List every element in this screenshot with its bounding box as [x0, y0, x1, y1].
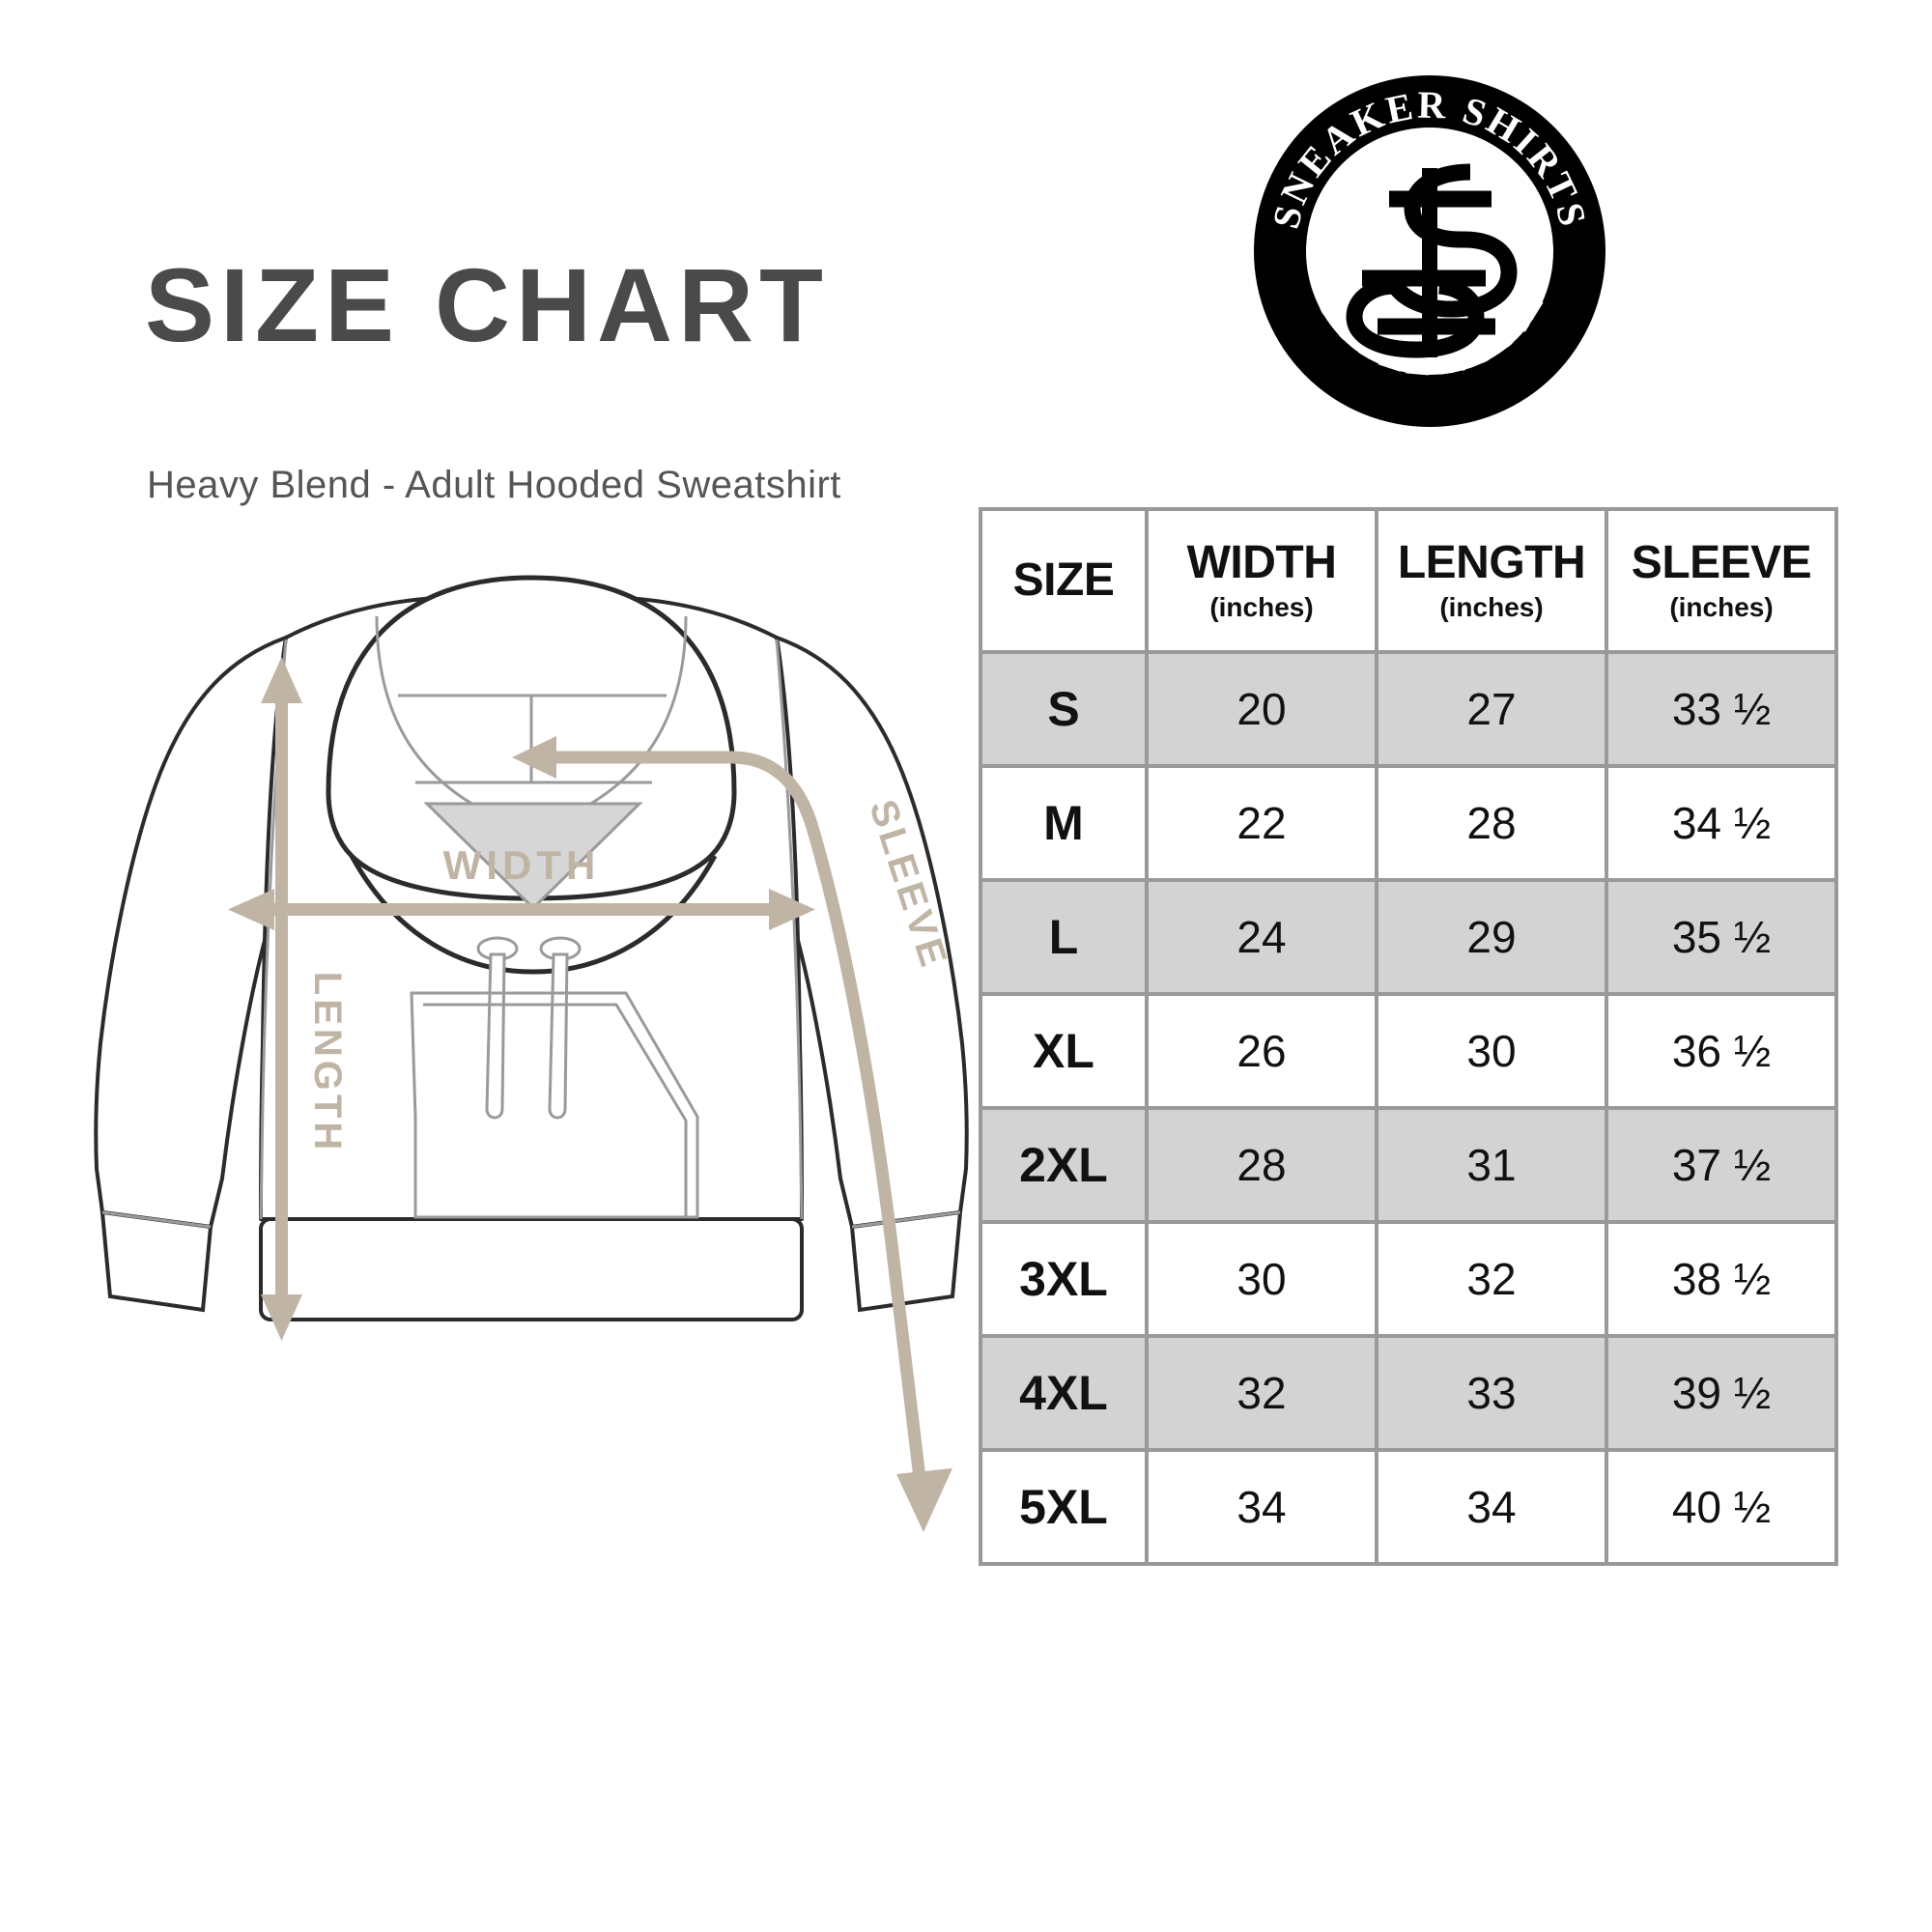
cell-width: 28 — [1149, 1110, 1375, 1220]
column-header-sleeve-unit: (inches) — [1669, 592, 1774, 622]
size-chart-table-container: SIZE WIDTH (inches) LENGTH (inches) SLEE… — [979, 507, 1838, 1566]
table-row: S 20 27 33 ½ — [982, 654, 1834, 764]
cell-sleeve: 39 ½ — [1608, 1338, 1834, 1448]
cell-length: 33 — [1378, 1338, 1605, 1448]
cell-size: 2XL — [982, 1110, 1145, 1220]
column-header-width: WIDTH (inches) — [1149, 511, 1375, 650]
table-row: XL 26 30 36 ½ — [982, 996, 1834, 1106]
cell-sleeve: 34 ½ — [1608, 768, 1834, 878]
cell-size: S — [982, 654, 1145, 764]
size-chart-table: SIZE WIDTH (inches) LENGTH (inches) SLEE… — [979, 507, 1838, 1566]
cell-size: 3XL — [982, 1224, 1145, 1334]
cell-sleeve: 35 ½ — [1608, 882, 1834, 992]
column-header-size: SIZE — [982, 511, 1145, 650]
cell-width: 26 — [1149, 996, 1375, 1106]
cell-sleeve: 37 ½ — [1608, 1110, 1834, 1220]
column-header-size-main: SIZE — [1012, 554, 1115, 606]
cell-sleeve: 33 ½ — [1608, 654, 1834, 764]
cell-length: 27 — [1378, 654, 1605, 764]
table-row: 2XL 28 31 37 ½ — [982, 1110, 1834, 1220]
cell-length: 31 — [1378, 1110, 1605, 1220]
cell-width: 22 — [1149, 768, 1375, 878]
column-header-length-main: LENGTH — [1397, 537, 1586, 588]
table-body: S 20 27 33 ½ M 22 28 34 ½ L 24 29 35 ½ X… — [982, 654, 1834, 1562]
cell-length: 28 — [1378, 768, 1605, 878]
cell-length: 34 — [1378, 1452, 1605, 1562]
cell-length: 30 — [1378, 996, 1605, 1106]
table-header: SIZE WIDTH (inches) LENGTH (inches) SLEE… — [982, 511, 1834, 650]
column-header-sleeve-main: SLEEVE — [1631, 537, 1812, 588]
cell-width: 34 — [1149, 1452, 1375, 1562]
cell-length: 32 — [1378, 1224, 1605, 1334]
table-row: 5XL 34 34 40 ½ — [982, 1452, 1834, 1562]
column-header-width-unit: (inches) — [1209, 592, 1314, 622]
product-subtitle: Heavy Blend - Adult Hooded Sweatshirt — [147, 464, 841, 506]
hood-neck-shade — [423, 802, 643, 911]
cell-sleeve: 36 ½ — [1608, 996, 1834, 1106]
table-header-row: SIZE WIDTH (inches) LENGTH (inches) SLEE… — [982, 511, 1834, 650]
hoodie-drawstrings — [476, 936, 582, 1120]
table-row: 4XL 32 33 39 ½ — [982, 1338, 1834, 1448]
page-title: SIZE CHART — [145, 246, 829, 363]
column-header-length: LENGTH (inches) — [1378, 511, 1605, 650]
cell-size: M — [982, 768, 1145, 878]
length-measure-arrow — [261, 657, 302, 1341]
hoodie-waistband — [259, 1217, 804, 1321]
hoodie-cuff-seams — [101, 1210, 961, 1229]
hoodie-hood — [326, 575, 737, 975]
cell-size: L — [982, 882, 1145, 992]
hoodie-pocket — [410, 991, 699, 1219]
cell-size: 5XL — [982, 1452, 1145, 1562]
cell-sleeve: 40 ½ — [1608, 1452, 1834, 1562]
width-measure-label: WIDTH — [443, 842, 601, 888]
cell-width: 30 — [1149, 1224, 1375, 1334]
length-measure-label: LENGTH — [306, 972, 349, 1153]
cell-sleeve: 38 ½ — [1608, 1224, 1834, 1334]
width-measure-arrow — [228, 889, 815, 930]
cell-width: 32 — [1149, 1338, 1375, 1448]
cell-width: 24 — [1149, 882, 1375, 992]
sleeve-measure-arrow — [512, 736, 952, 1532]
cell-size: 4XL — [982, 1338, 1145, 1448]
column-header-length-unit: (inches) — [1439, 592, 1544, 622]
table-row: L 24 29 35 ½ — [982, 882, 1834, 992]
table-row: M 22 28 34 ½ — [982, 768, 1834, 878]
cell-length: 29 — [1378, 882, 1605, 992]
logo-monogram-icon — [1346, 163, 1518, 358]
table-row: 3XL 30 32 38 ½ — [982, 1224, 1834, 1334]
column-header-sleeve: SLEEVE (inches) — [1608, 511, 1834, 650]
hoodie-cuffs — [99, 1209, 963, 1313]
column-header-width-main: WIDTH — [1186, 537, 1337, 588]
cell-size: XL — [982, 996, 1145, 1106]
hooded-sweatshirt-diagram: LENGTH WIDTH SLEEVE — [87, 502, 976, 1584]
brand-logo: SNEAKER SHIRTS OUTLET.COM — [1246, 68, 1613, 435]
cell-width: 20 — [1149, 654, 1375, 764]
